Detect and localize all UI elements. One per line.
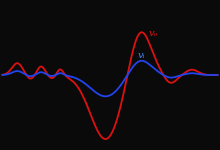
Text: vᵢ: vᵢ — [137, 51, 145, 60]
Text: vₒ: vₒ — [148, 29, 157, 38]
